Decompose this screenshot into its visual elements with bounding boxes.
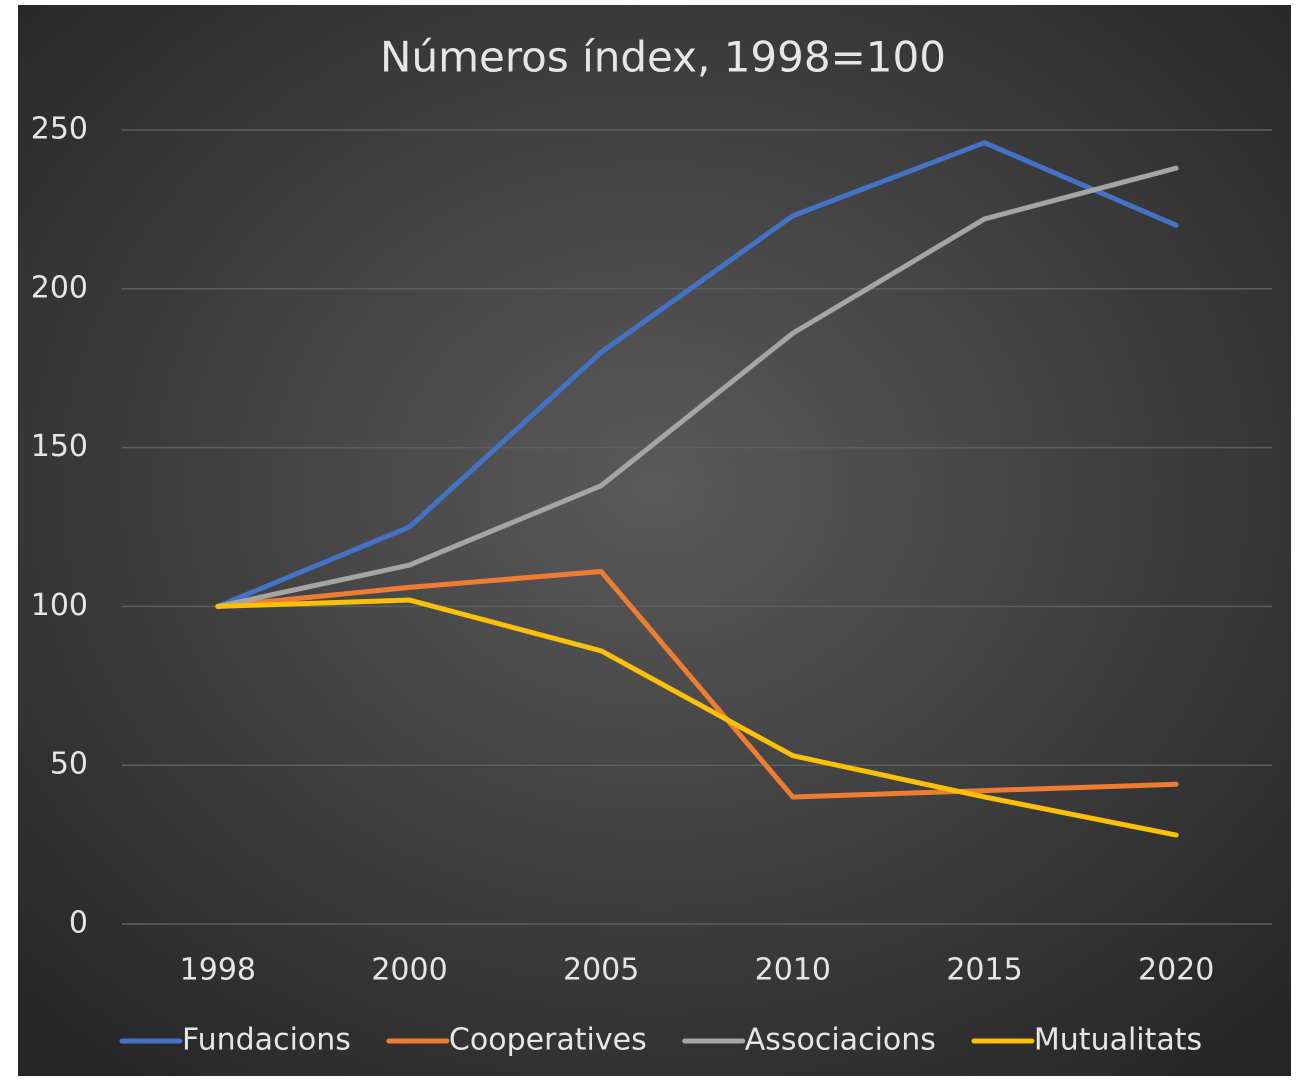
x-tick-label: 2020 — [1138, 953, 1214, 988]
x-tick-label: 2010 — [755, 953, 831, 988]
x-tick-label: 2005 — [563, 953, 639, 988]
y-tick-label: 150 — [31, 429, 88, 464]
y-tick-label: 250 — [31, 112, 88, 147]
series-line — [215, 140, 1179, 609]
legend-label: Mutualitats — [1034, 1023, 1202, 1058]
legend-label: Fundacions — [182, 1023, 351, 1058]
y-tick-label: 50 — [50, 747, 88, 782]
x-tick-label: 2000 — [371, 953, 447, 988]
legend-label: Cooperatives — [449, 1023, 647, 1058]
series-line — [215, 568, 1179, 800]
legend-label: Associacions — [745, 1023, 936, 1058]
y-tick-label: 0 — [69, 906, 88, 941]
chart-title: Números índex, 1998=100 — [380, 33, 946, 82]
chart-background — [18, 5, 1291, 1076]
y-tick-label: 200 — [31, 270, 88, 305]
series-line — [215, 597, 1179, 838]
x-tick-label: 2015 — [946, 953, 1022, 988]
series-line — [215, 165, 1179, 609]
y-tick-label: 100 — [31, 588, 88, 623]
x-tick-label: 1998 — [180, 953, 256, 988]
